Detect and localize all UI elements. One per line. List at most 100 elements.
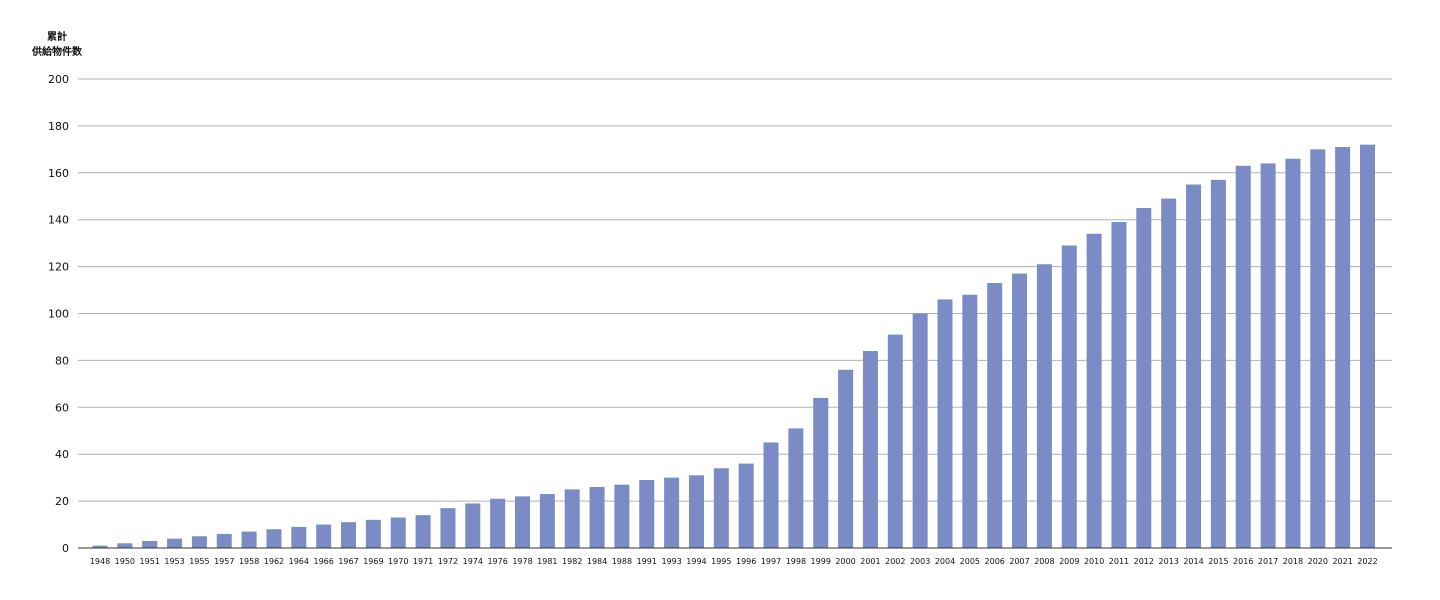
bar-1991 (639, 480, 655, 548)
bar-1974 (465, 503, 481, 548)
x-tick-label: 2010 (1084, 557, 1104, 566)
x-tick-label: 2008 (1034, 557, 1054, 566)
x-tick-label: 1981 (537, 557, 557, 566)
bar-2022 (1360, 144, 1375, 548)
bar-1997 (763, 442, 779, 548)
y-tick-label: 160 (48, 167, 69, 180)
gridlines (78, 78, 1392, 502)
x-tick-label: 1966 (314, 557, 334, 566)
x-tick-label: 1984 (587, 557, 607, 566)
bar-2006 (987, 283, 1003, 548)
x-tick-label: 1988 (612, 557, 632, 566)
x-tick-label: 1957 (214, 557, 234, 566)
y-tick-label: 80 (55, 354, 69, 367)
bar-1971 (415, 515, 431, 548)
x-tick-label: 2015 (1208, 557, 1228, 566)
bar-1957 (216, 533, 232, 548)
x-tick-label: 1950 (115, 557, 135, 566)
bar-1966 (316, 524, 332, 548)
bar-2005 (962, 294, 978, 548)
x-tick-label: 1996 (736, 557, 756, 566)
bar-1978 (515, 496, 530, 548)
bar-2010 (1086, 233, 1102, 548)
bar-2008 (1036, 264, 1052, 548)
x-axis-ticks: 1948 1950 1951 1953 1955 1957 1958 1962 1964 1966… (90, 557, 1378, 566)
x-tick-label: 1995 (711, 557, 731, 566)
bar-1969 (365, 519, 381, 548)
x-tick-label: 2002 (885, 557, 905, 566)
bar-2000 (838, 369, 854, 548)
bar-1999 (813, 397, 829, 548)
x-tick-label: 1971 (413, 557, 433, 566)
bar-1964 (291, 526, 307, 548)
x-tick-label: 2004 (935, 557, 955, 566)
x-tick-label: 1951 (140, 557, 160, 566)
bar-2002 (887, 334, 903, 548)
bar-2020 (1310, 149, 1326, 548)
bar-2003 (912, 313, 928, 548)
x-tick-label: 2006 (985, 557, 1005, 566)
bar-2014 (1186, 184, 1202, 548)
x-tick-label: 1972 (438, 557, 458, 566)
y-tick-label: 200 (48, 73, 69, 86)
bar-1962 (266, 529, 282, 548)
x-tick-label: 1948 (90, 557, 110, 566)
bar-1970 (390, 517, 406, 548)
bar-1948 (92, 545, 108, 548)
x-tick-label: 1964 (289, 557, 309, 566)
x-tick-label: 2022 (1357, 557, 1377, 566)
x-tick-label: 1976 (487, 557, 507, 566)
x-tick-label: 1969 (363, 557, 383, 566)
y-tick-label: 140 (48, 214, 69, 227)
bar-1993 (664, 477, 680, 548)
x-tick-label: 2021 (1332, 557, 1352, 566)
x-tick-label: 1974 (463, 557, 483, 566)
x-tick-label: 2016 (1233, 557, 1253, 566)
x-tick-label: 1998 (786, 557, 806, 566)
x-tick-label: 1958 (239, 557, 259, 566)
x-tick-label: 2018 (1283, 557, 1303, 566)
x-tick-label: 1982 (562, 557, 582, 566)
y-axis-ticks: 0 20 40 60 80 100 120 140 160 180 200 (48, 73, 69, 555)
x-tick-label: 1962 (264, 557, 284, 566)
bar-1982 (564, 489, 580, 549)
bar-1995 (713, 468, 729, 548)
bar-1967 (341, 522, 357, 548)
bar-1996 (738, 463, 754, 548)
x-tick-label: 1978 (512, 557, 532, 566)
x-tick-label: 1991 (637, 557, 657, 566)
bars (92, 144, 1375, 549)
bar-1976 (490, 498, 506, 548)
y-tick-label: 180 (48, 120, 69, 133)
x-tick-label: 2020 (1308, 557, 1328, 566)
bar-1984 (589, 487, 605, 548)
bar-2007 (1012, 273, 1028, 548)
bar-1981 (539, 494, 555, 548)
y-axis-label-line-2: 供給物件数 (31, 45, 83, 58)
x-tick-label: 2014 (1183, 557, 1203, 566)
x-tick-label: 2005 (960, 557, 980, 566)
x-tick-label: 2017 (1258, 557, 1278, 566)
x-tick-label: 1997 (761, 557, 781, 566)
x-tick-label: 1970 (388, 557, 408, 566)
bar-1951 (142, 540, 158, 548)
x-tick-label: 2000 (835, 557, 855, 566)
x-tick-label: 1999 (811, 557, 831, 566)
y-axis-label-line-1: 累計 (47, 30, 67, 43)
bar-2016 (1235, 165, 1251, 548)
bar-2017 (1260, 163, 1276, 549)
bar-2009 (1061, 245, 1077, 548)
x-tick-label: 2007 (1009, 557, 1029, 566)
bar-1988 (614, 484, 630, 548)
y-axis-label: 累計 供給物件数 (31, 30, 83, 58)
x-tick-label: 1994 (686, 557, 706, 566)
x-tick-label: 1967 (338, 557, 358, 566)
y-tick-label: 60 (55, 401, 69, 414)
y-tick-label: 40 (55, 448, 69, 461)
y-tick-label: 0 (62, 542, 69, 555)
y-tick-label: 120 (48, 261, 69, 274)
x-tick-label: 2012 (1134, 557, 1154, 566)
bar-1950 (117, 543, 133, 548)
